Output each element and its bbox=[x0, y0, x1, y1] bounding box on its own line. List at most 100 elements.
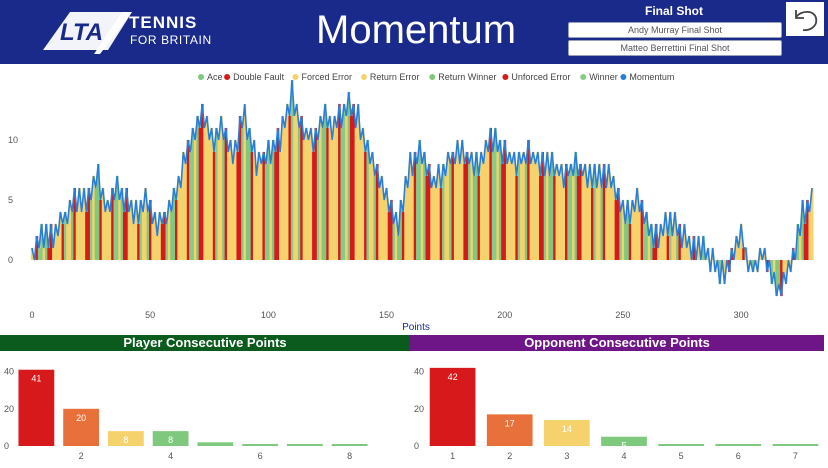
momentum-bar bbox=[522, 152, 526, 260]
x-tick-label: 200 bbox=[497, 310, 512, 320]
momentum-bar bbox=[702, 236, 705, 260]
momentum-bar bbox=[565, 164, 568, 260]
momentum-bar bbox=[300, 116, 303, 260]
momentum-bar bbox=[687, 236, 691, 260]
momentum-bar bbox=[359, 140, 363, 260]
momentum-bar bbox=[416, 164, 419, 260]
momentum-bar bbox=[425, 176, 429, 260]
murray-final-shot-button[interactable]: Andy Murray Final Shot bbox=[568, 22, 782, 38]
momentum-bar bbox=[371, 152, 374, 260]
momentum-bar bbox=[810, 188, 814, 260]
momentum-bar bbox=[638, 212, 641, 260]
momentum-line bbox=[31, 79, 813, 297]
momentum-bar bbox=[406, 188, 410, 260]
momentum-bar bbox=[654, 224, 658, 260]
momentum-bar bbox=[383, 200, 386, 260]
momentum-bar bbox=[494, 128, 497, 260]
momentum-bar bbox=[385, 188, 389, 260]
momentum-bar bbox=[808, 212, 812, 260]
x-axis-label: Points bbox=[402, 322, 430, 333]
momentum-bar bbox=[156, 236, 159, 260]
momentum-bar bbox=[439, 188, 443, 260]
momentum-bar bbox=[409, 152, 412, 260]
momentum-bar bbox=[345, 116, 348, 260]
momentum-bar bbox=[295, 104, 299, 260]
momentum-bar bbox=[619, 212, 623, 260]
momentum-bar bbox=[357, 104, 360, 260]
momentum-bar bbox=[680, 248, 684, 260]
momentum-bar bbox=[548, 176, 552, 260]
legend-label: Ace bbox=[207, 72, 223, 82]
momentum-bar bbox=[593, 164, 597, 260]
momentum-bar bbox=[390, 200, 393, 260]
legend-marker bbox=[580, 74, 587, 80]
consecutive-bar bbox=[152, 431, 189, 446]
y-tick-label: 0 bbox=[8, 255, 13, 265]
momentum-bar bbox=[68, 200, 72, 260]
momentum-bar bbox=[799, 236, 802, 260]
momentum-bar bbox=[134, 200, 138, 260]
momentum-bar bbox=[437, 164, 441, 260]
momentum-bar bbox=[45, 224, 48, 260]
momentum-bar bbox=[293, 116, 296, 260]
consecutive-bar bbox=[658, 444, 704, 446]
momentum-bar bbox=[151, 224, 155, 260]
y-tick-label: 40 bbox=[414, 367, 424, 377]
momentum-bar bbox=[127, 212, 131, 260]
momentum-bar bbox=[536, 152, 540, 260]
momentum-bar bbox=[496, 152, 500, 260]
momentum-bar bbox=[349, 116, 353, 260]
momentum-bar bbox=[321, 128, 325, 260]
momentum-bar bbox=[501, 164, 504, 260]
momentum-bar bbox=[482, 164, 485, 260]
momentum-bar bbox=[125, 188, 129, 260]
berrettini-final-shot-button[interactable]: Matteo Berrettini Final Shot bbox=[568, 40, 782, 56]
momentum-bar bbox=[286, 104, 289, 260]
momentum-bar bbox=[288, 116, 292, 260]
momentum-bar bbox=[323, 104, 327, 260]
momentum-bar bbox=[399, 200, 403, 260]
momentum-bar bbox=[283, 128, 287, 260]
momentum-bar bbox=[137, 224, 140, 260]
momentum-bar bbox=[338, 104, 341, 260]
momentum-bar bbox=[123, 212, 126, 260]
x-tick-label: 0 bbox=[29, 310, 34, 320]
consecutive-bar bbox=[601, 436, 647, 446]
momentum-bar bbox=[595, 188, 599, 260]
momentum-bar bbox=[621, 200, 625, 260]
momentum-bar bbox=[458, 164, 462, 260]
momentum-bar bbox=[56, 236, 60, 260]
consecutive-bar bbox=[331, 444, 368, 446]
y-tick-label: 20 bbox=[414, 404, 424, 414]
bar-value-label: 8 bbox=[123, 435, 128, 445]
momentum-bar bbox=[411, 176, 415, 260]
momentum-bar bbox=[491, 152, 495, 260]
momentum-bar bbox=[751, 260, 755, 272]
momentum-bar bbox=[118, 200, 121, 260]
momentum-bar bbox=[212, 152, 216, 260]
x-tick-label: 250 bbox=[615, 310, 630, 320]
momentum-bar bbox=[182, 152, 185, 260]
momentum-bar bbox=[773, 260, 776, 272]
momentum-bar bbox=[37, 248, 41, 260]
momentum-bar bbox=[115, 176, 119, 260]
momentum-bar bbox=[80, 212, 84, 260]
back-button[interactable] bbox=[786, 2, 824, 36]
momentum-bar bbox=[562, 188, 566, 260]
x-tick-label: 4 bbox=[621, 451, 626, 461]
momentum-bar bbox=[61, 224, 65, 260]
momentum-bar bbox=[219, 116, 223, 260]
momentum-bar bbox=[111, 188, 114, 260]
momentum-bar bbox=[250, 152, 254, 260]
momentum-bar bbox=[780, 260, 783, 296]
momentum-bar bbox=[643, 224, 646, 260]
momentum-bar bbox=[71, 212, 74, 260]
momentum-bar bbox=[539, 176, 542, 260]
page-title: Momentum bbox=[316, 8, 517, 52]
momentum-bar bbox=[309, 128, 313, 260]
momentum-bar bbox=[160, 224, 164, 260]
momentum-bar bbox=[470, 152, 474, 260]
bar-value-label: 8 bbox=[168, 435, 173, 445]
momentum-bar bbox=[463, 164, 467, 260]
